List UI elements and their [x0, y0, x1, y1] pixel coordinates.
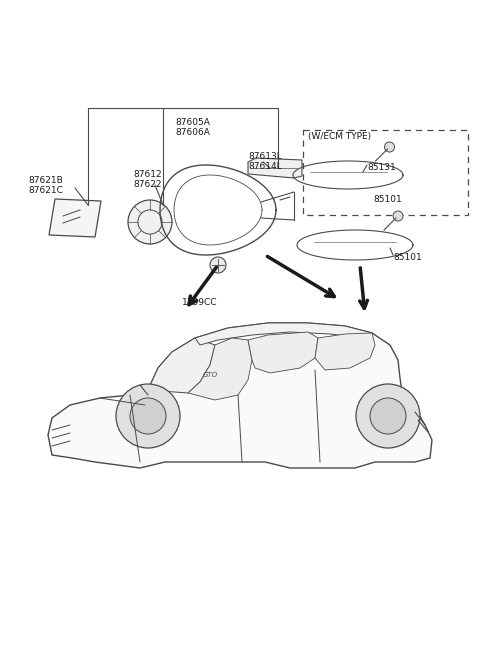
Bar	[303, 130, 468, 215]
Text: GTO: GTO	[203, 372, 217, 378]
Circle shape	[128, 200, 172, 244]
Polygon shape	[248, 158, 302, 178]
Polygon shape	[195, 323, 372, 345]
Text: 87613L
87614L: 87613L 87614L	[248, 152, 282, 172]
Text: 1339CC: 1339CC	[182, 298, 217, 307]
Polygon shape	[49, 199, 101, 237]
Text: 87605A
87606A: 87605A 87606A	[175, 118, 210, 138]
Circle shape	[393, 211, 403, 221]
Polygon shape	[48, 323, 432, 468]
Text: 85101: 85101	[393, 253, 422, 262]
Text: 85131: 85131	[367, 163, 396, 172]
Polygon shape	[248, 332, 318, 373]
Circle shape	[356, 384, 420, 448]
Polygon shape	[148, 338, 215, 393]
Circle shape	[130, 398, 166, 434]
Text: (W/ECM TYPE): (W/ECM TYPE)	[308, 132, 371, 141]
Circle shape	[370, 398, 406, 434]
Circle shape	[210, 257, 226, 273]
Circle shape	[116, 384, 180, 448]
Text: 87621B
87621C: 87621B 87621C	[28, 176, 63, 195]
Circle shape	[384, 142, 395, 152]
Text: 87612
87622: 87612 87622	[133, 170, 162, 189]
Polygon shape	[188, 338, 252, 400]
Text: 85101: 85101	[373, 195, 402, 204]
Polygon shape	[315, 333, 375, 370]
